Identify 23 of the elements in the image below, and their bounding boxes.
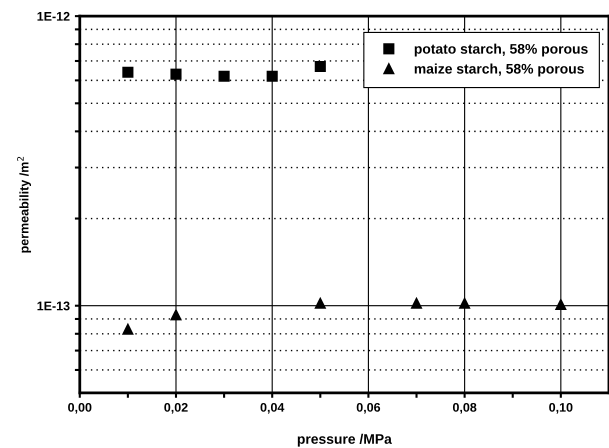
point [314,60,326,72]
x-tick-label: 0,10 [549,402,572,414]
point [314,298,326,309]
legend-label: maize starch, 58% porous [414,63,584,76]
x-tick-label: 0,00 [68,402,92,414]
x-tick-label: 0,02 [164,402,188,414]
y-axis-title: permeability /m$^{2}$ [17,156,32,253]
y-tick-label: 1E-12 [37,12,70,21]
legend-label: potato starch, 58% porous [414,44,588,57]
x-tick-label: 0,08 [452,402,476,414]
y-tick-label: 1E-13 [37,302,70,310]
point [122,66,134,78]
point [170,68,182,80]
point [555,298,566,310]
point [410,298,422,309]
x-axis-title: pressure /MPa [298,434,392,447]
point [266,70,278,82]
x-tick-label: 0,04 [260,402,284,414]
point [459,298,470,309]
point [122,324,134,335]
point [170,309,182,320]
point [218,70,230,82]
x-tick-label: 0,06 [356,402,380,414]
